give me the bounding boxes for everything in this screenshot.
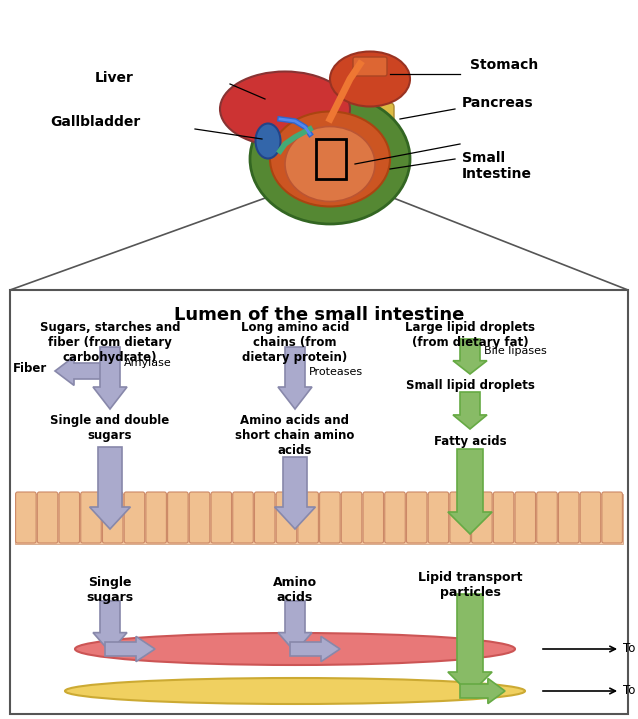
FancyBboxPatch shape	[602, 492, 623, 543]
Text: Lipid transport
particles: Lipid transport particles	[418, 571, 523, 599]
Text: Stomach: Stomach	[470, 58, 538, 72]
Text: Amino acids and
short chain amino
acids: Amino acids and short chain amino acids	[235, 414, 355, 457]
Polygon shape	[448, 449, 492, 534]
Polygon shape	[278, 601, 312, 652]
Text: Gallbladder: Gallbladder	[50, 115, 140, 129]
Polygon shape	[93, 347, 127, 409]
FancyBboxPatch shape	[406, 492, 427, 543]
FancyBboxPatch shape	[298, 492, 318, 543]
FancyBboxPatch shape	[10, 290, 628, 714]
Polygon shape	[89, 447, 130, 529]
Text: Small
Intestine: Small Intestine	[462, 151, 532, 181]
FancyBboxPatch shape	[168, 492, 188, 543]
FancyBboxPatch shape	[428, 492, 449, 543]
Ellipse shape	[250, 94, 410, 224]
Ellipse shape	[65, 678, 525, 704]
FancyBboxPatch shape	[189, 492, 210, 543]
Polygon shape	[278, 347, 312, 409]
FancyBboxPatch shape	[276, 492, 297, 543]
Text: Pancreas: Pancreas	[462, 96, 533, 110]
Polygon shape	[290, 636, 340, 661]
FancyBboxPatch shape	[450, 492, 470, 543]
Ellipse shape	[330, 52, 410, 106]
Polygon shape	[105, 636, 155, 661]
FancyBboxPatch shape	[471, 492, 492, 543]
FancyBboxPatch shape	[146, 492, 167, 543]
Ellipse shape	[255, 124, 281, 158]
Polygon shape	[448, 594, 492, 694]
FancyBboxPatch shape	[580, 492, 601, 543]
Text: Sugars, starches and
fiber (from dietary
carbohydrate): Sugars, starches and fiber (from dietary…	[40, 321, 181, 364]
Text: Lumen of the small intestine: Lumen of the small intestine	[174, 306, 464, 324]
FancyBboxPatch shape	[15, 494, 623, 544]
Text: Long amino acid
chains (from
dietary protein): Long amino acid chains (from dietary pro…	[241, 321, 349, 364]
Polygon shape	[274, 457, 315, 529]
Text: To liver: To liver	[623, 643, 638, 656]
Text: Small lipid droplets: Small lipid droplets	[406, 379, 535, 392]
FancyBboxPatch shape	[363, 492, 383, 543]
Text: Amylase: Amylase	[124, 358, 172, 368]
Text: Large lipid droplets
(from dietary fat): Large lipid droplets (from dietary fat)	[405, 321, 535, 349]
Polygon shape	[453, 339, 487, 374]
FancyBboxPatch shape	[124, 492, 145, 543]
FancyBboxPatch shape	[385, 492, 405, 543]
Polygon shape	[453, 392, 487, 429]
Text: Proteases: Proteases	[309, 367, 363, 377]
Text: Single
sugars: Single sugars	[86, 576, 133, 604]
FancyBboxPatch shape	[59, 492, 80, 543]
Polygon shape	[93, 601, 127, 652]
Ellipse shape	[75, 633, 515, 665]
Text: Fiber: Fiber	[13, 362, 47, 375]
Text: Fatty acids: Fatty acids	[434, 435, 507, 448]
FancyBboxPatch shape	[255, 492, 275, 543]
Ellipse shape	[220, 71, 350, 147]
FancyBboxPatch shape	[81, 492, 101, 543]
FancyBboxPatch shape	[341, 492, 362, 543]
FancyBboxPatch shape	[103, 492, 123, 543]
FancyBboxPatch shape	[211, 492, 232, 543]
FancyBboxPatch shape	[233, 492, 253, 543]
FancyBboxPatch shape	[306, 103, 394, 133]
FancyBboxPatch shape	[515, 492, 535, 543]
Ellipse shape	[285, 127, 375, 201]
FancyBboxPatch shape	[15, 492, 36, 543]
Polygon shape	[460, 679, 505, 704]
FancyBboxPatch shape	[558, 492, 579, 543]
Text: Amino
acids: Amino acids	[273, 576, 317, 604]
FancyBboxPatch shape	[493, 492, 514, 543]
Text: Bile lipases: Bile lipases	[484, 346, 547, 356]
FancyBboxPatch shape	[353, 57, 387, 76]
Ellipse shape	[270, 111, 390, 206]
Polygon shape	[55, 357, 105, 385]
FancyBboxPatch shape	[320, 492, 340, 543]
FancyBboxPatch shape	[37, 492, 58, 543]
Text: Single and double
sugars: Single and double sugars	[50, 414, 170, 442]
Text: To bloodstream: To bloodstream	[623, 684, 638, 697]
Text: Liver: Liver	[95, 71, 134, 85]
FancyBboxPatch shape	[537, 492, 557, 543]
